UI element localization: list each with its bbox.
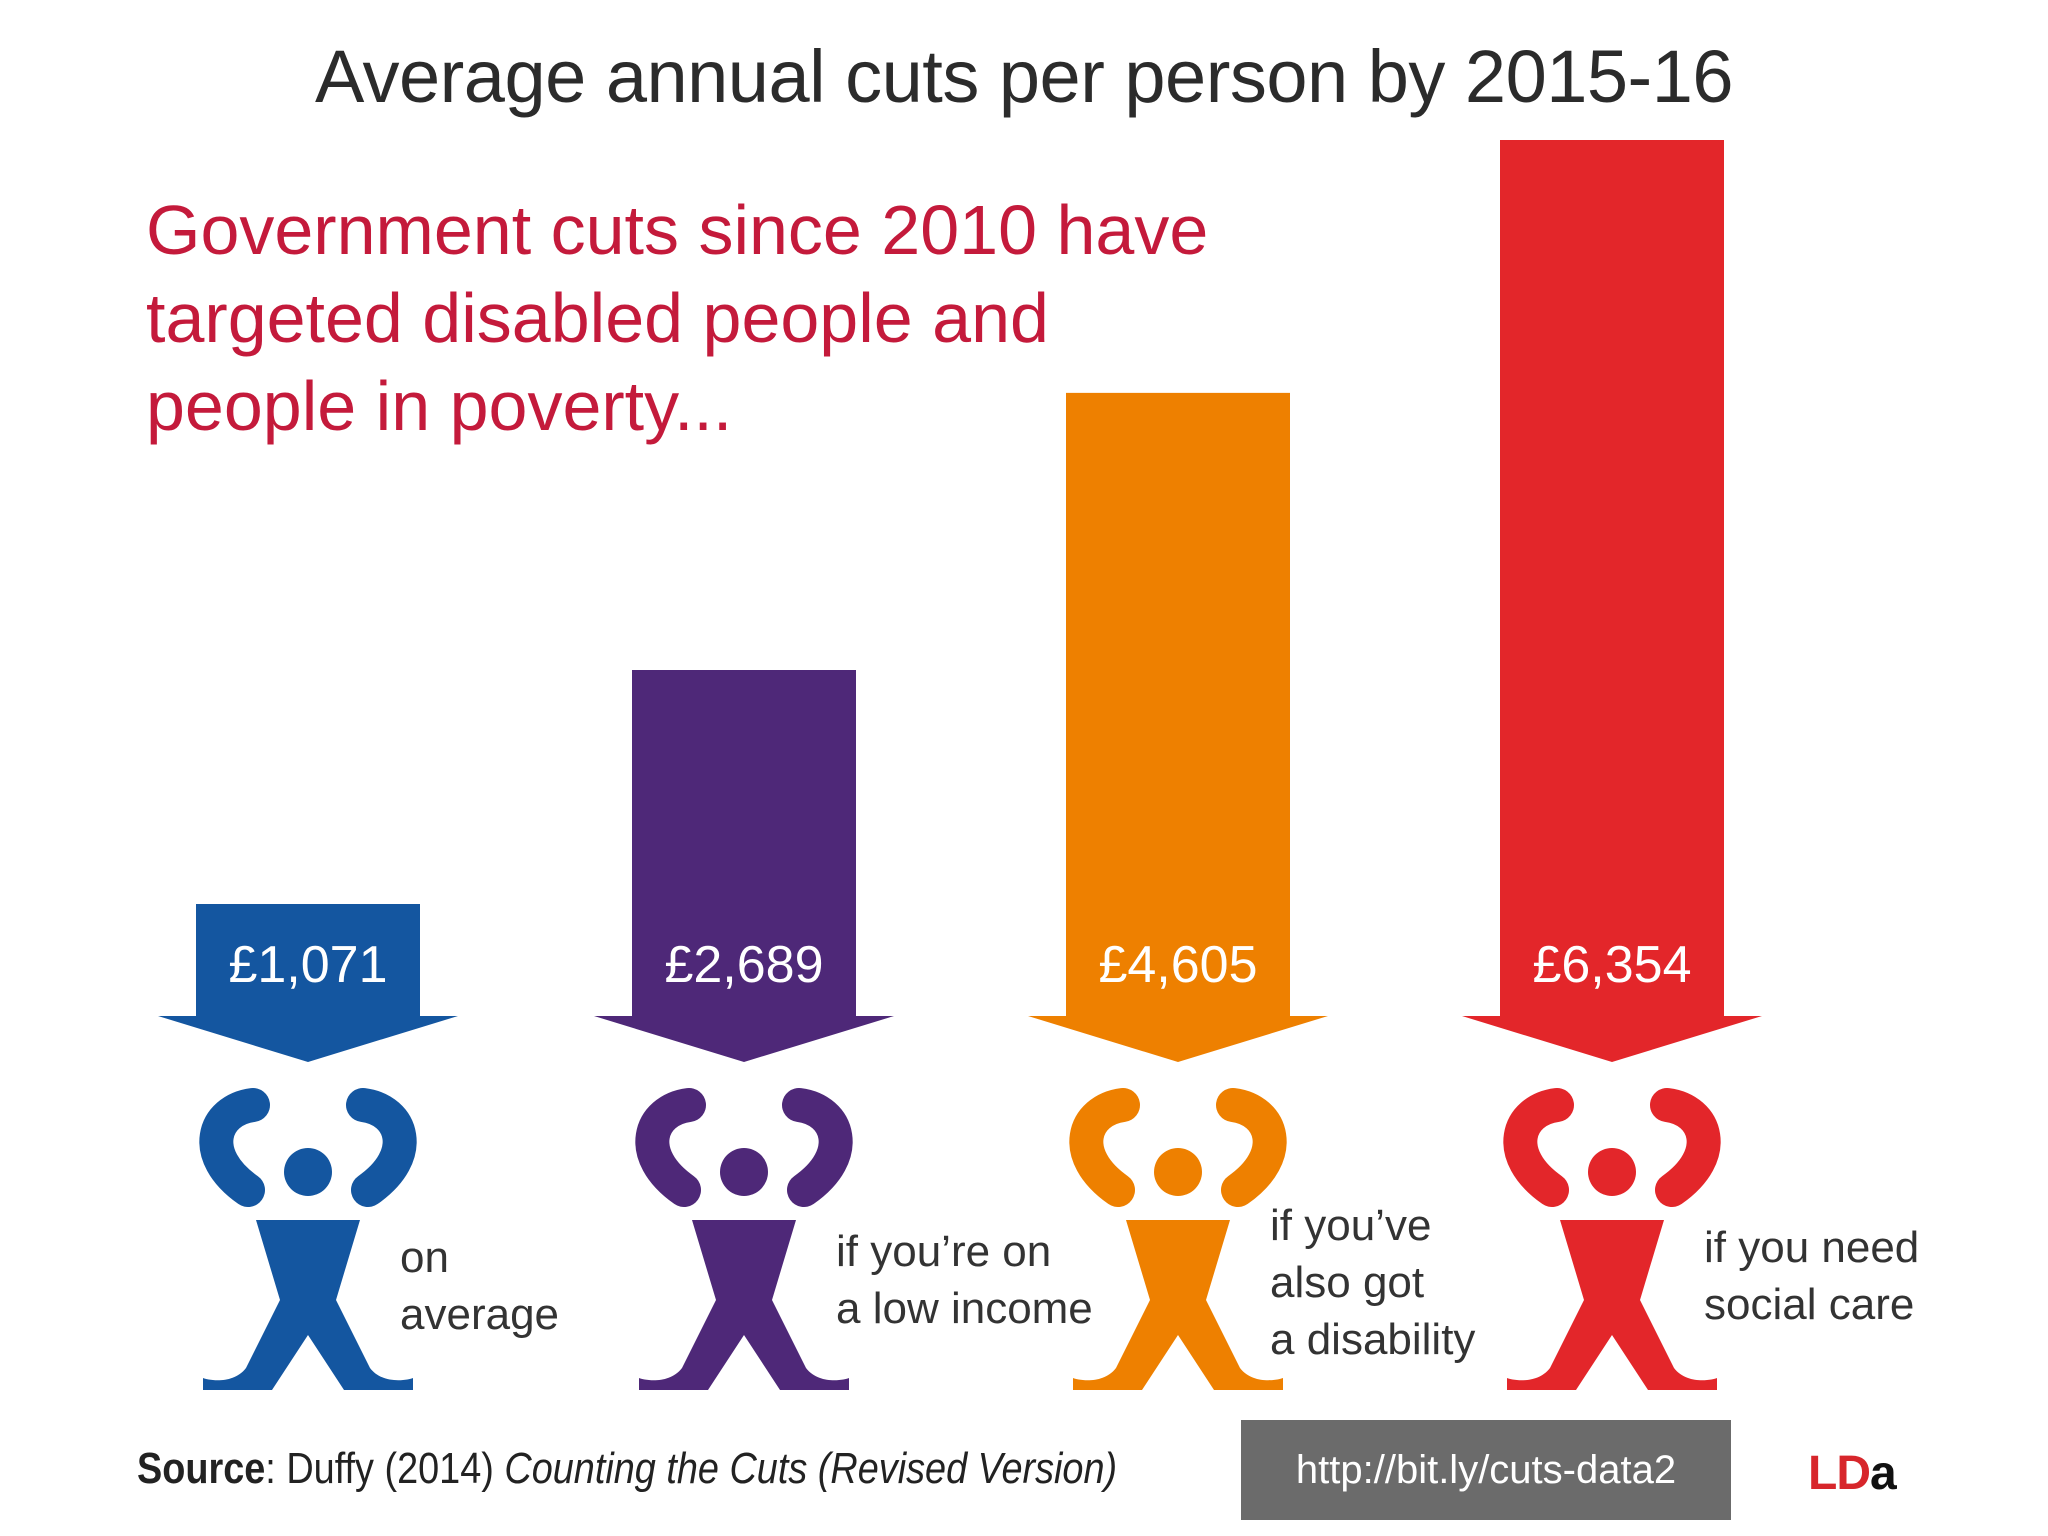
bar-value-label-2: £2,689 bbox=[664, 936, 823, 994]
person-figure-4 bbox=[1503, 1088, 1721, 1390]
figure-arms bbox=[1503, 1088, 1721, 1207]
bar-arrow-2 bbox=[594, 670, 894, 1062]
bar-group-4: £6,354 if you need social care bbox=[1462, 140, 1919, 1390]
person-figure-1 bbox=[199, 1088, 417, 1390]
bar-arrow-4 bbox=[1462, 140, 1762, 1062]
lda-logo: LDa bbox=[1808, 1446, 1897, 1501]
bar-group-1: £1,071 on average bbox=[158, 904, 559, 1390]
figure-head bbox=[1588, 1148, 1636, 1196]
figure-arms bbox=[199, 1088, 417, 1207]
figure-arms bbox=[1069, 1088, 1287, 1207]
category-label-3-line-1: if you’ve bbox=[1270, 1201, 1431, 1250]
category-label-2-line-1: if you’re on bbox=[836, 1227, 1051, 1276]
logo-ld: LD bbox=[1808, 1447, 1871, 1500]
category-label-4-line-2: social care bbox=[1704, 1280, 1914, 1329]
logo-a: a bbox=[1869, 1447, 1897, 1500]
bar-group-3: £4,605 if you’ve also got a disability bbox=[1028, 392, 1475, 1390]
chart-subtitle: Government cuts since 2010 have targeted… bbox=[146, 191, 1209, 445]
category-label-4-line-1: if you need bbox=[1704, 1223, 1919, 1272]
bar-group-2: £2,689 if you’re on a low income bbox=[594, 670, 1093, 1390]
person-figure-3 bbox=[1069, 1088, 1287, 1390]
source-author: Duffy (2014) bbox=[286, 1444, 494, 1493]
figure-head bbox=[1154, 1148, 1202, 1196]
figure-head bbox=[284, 1148, 332, 1196]
figure-body bbox=[1507, 1220, 1717, 1390]
source-label: Source bbox=[137, 1444, 266, 1493]
figure-body bbox=[1073, 1220, 1283, 1390]
bar-value-label-3: £4,605 bbox=[1098, 936, 1257, 994]
category-label-1-line-1: on bbox=[400, 1233, 449, 1282]
category-label-2-line-2: a low income bbox=[836, 1284, 1093, 1333]
category-label-1-line-2: average bbox=[400, 1290, 559, 1339]
figure-head bbox=[720, 1148, 768, 1196]
source-separator: : bbox=[265, 1444, 276, 1493]
source-citation: Source: Duffy (2014) Counting the Cuts (… bbox=[137, 1444, 1117, 1494]
category-label-3-line-2: also got bbox=[1270, 1258, 1424, 1307]
bar-value-label-1: £1,071 bbox=[228, 936, 387, 994]
source-url-link[interactable]: http://bit.ly/cuts-data2 bbox=[1241, 1420, 1731, 1520]
figure-body bbox=[203, 1220, 413, 1390]
bar-value-label-4: £6,354 bbox=[1532, 936, 1691, 994]
category-label-3-line-3: a disability bbox=[1270, 1315, 1475, 1364]
bar-arrow-3 bbox=[1028, 392, 1328, 1062]
bar-arrow-1 bbox=[158, 904, 458, 1062]
person-figure-2 bbox=[635, 1088, 853, 1390]
figure-arms bbox=[635, 1088, 853, 1207]
figure-body bbox=[639, 1220, 849, 1390]
source-work-title: Counting the Cuts (Revised Version) bbox=[504, 1444, 1118, 1493]
chart-title: Average annual cuts per person by 2015-1… bbox=[314, 35, 1734, 118]
